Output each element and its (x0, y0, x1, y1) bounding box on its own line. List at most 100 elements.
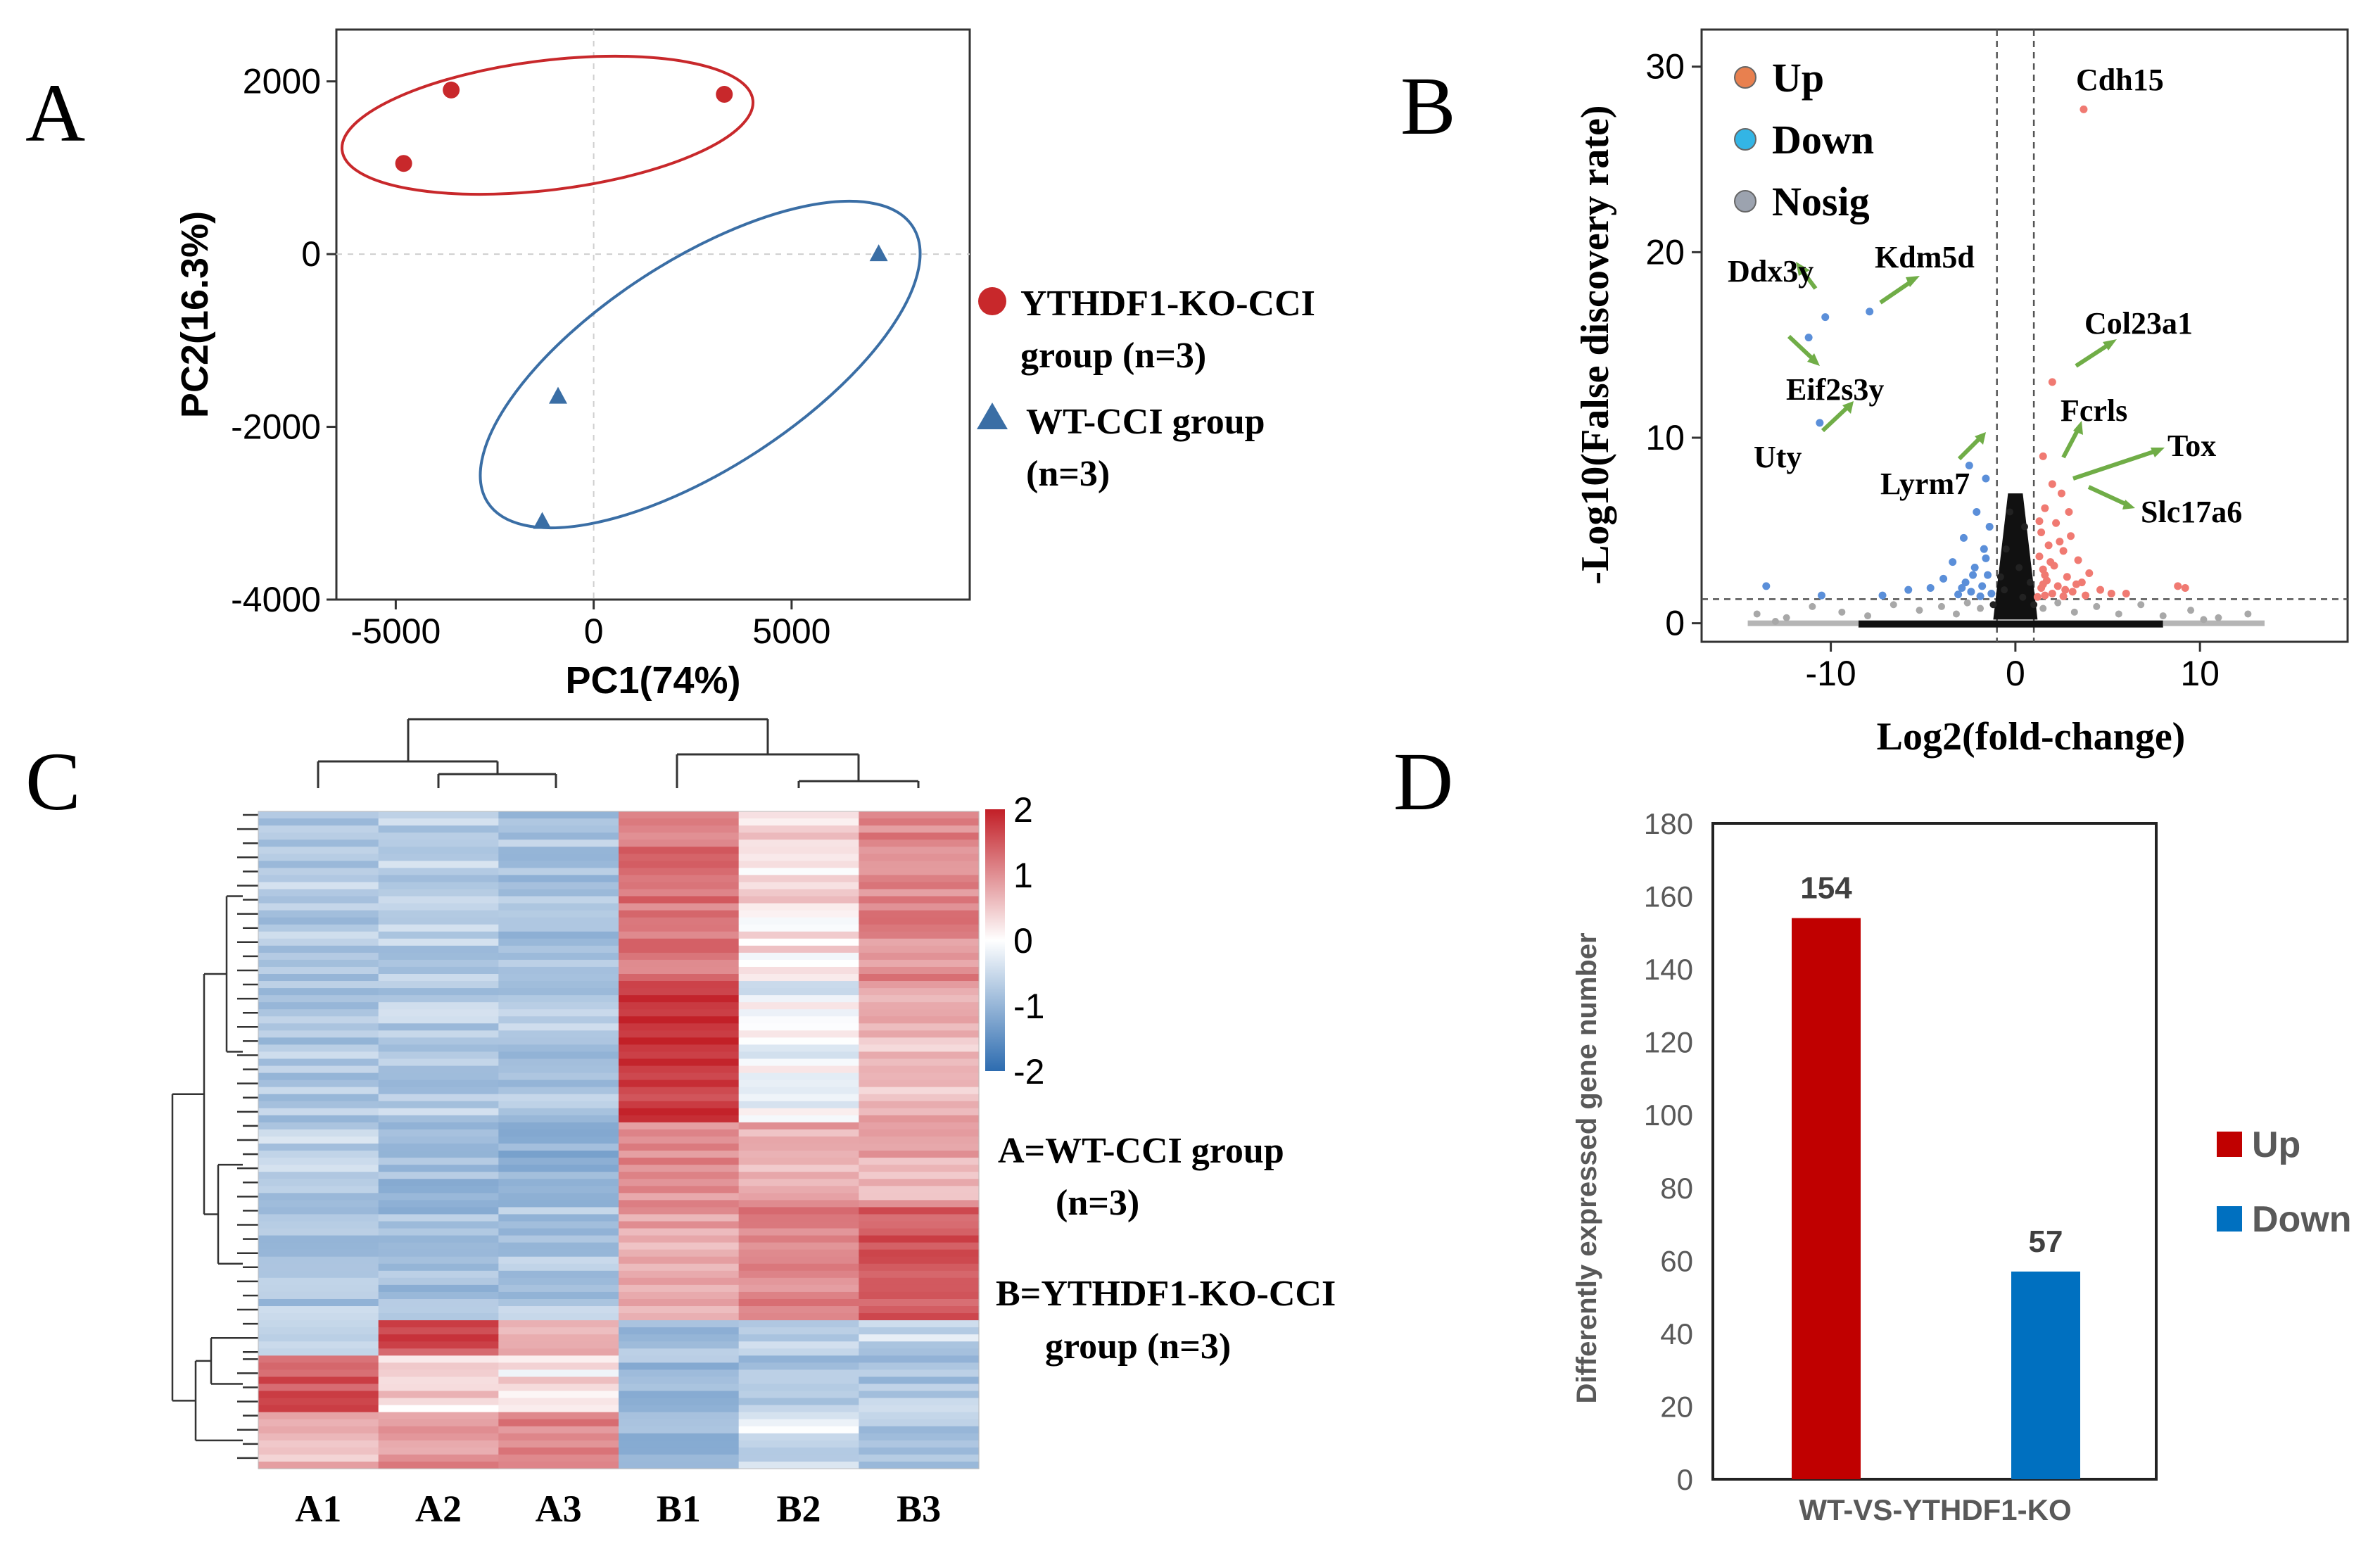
heatmap-cell (738, 1454, 859, 1462)
heatmap-cell (738, 1369, 859, 1378)
heatmap-cell (378, 917, 499, 925)
heatmap-cell (619, 1426, 740, 1434)
pca-y-axis-label: PC2(16.3%) (174, 211, 216, 418)
heatmap-cell (378, 1362, 499, 1370)
heatmap-cell (378, 854, 499, 861)
heatmap-cell (258, 1284, 379, 1293)
heatmap-cell (619, 1242, 740, 1251)
heatmap-cell (378, 1207, 499, 1215)
volcano-point-down (1904, 585, 1913, 594)
heatmap-cell (738, 882, 859, 890)
volcano-point-nosig (2093, 602, 2101, 610)
heatmap-cell (498, 833, 619, 840)
heatmap-cell (738, 1087, 859, 1095)
heatmap-cell (498, 1256, 619, 1265)
heatmap-cell (258, 1412, 379, 1420)
volcano-point-down (1926, 584, 1935, 593)
heatmap-cell (498, 1214, 619, 1222)
heatmap-cell (498, 1144, 619, 1151)
volcano-point-down (1982, 474, 1990, 483)
arrow-head-ddx3y (1796, 262, 1810, 276)
heatmap-cell (859, 889, 980, 897)
heatmap-cell (859, 1313, 980, 1321)
heatmap-cell (619, 1313, 740, 1321)
heatmap-cell (378, 1235, 499, 1243)
heatmap-cell (258, 1165, 379, 1172)
volcano-point-down (1954, 590, 1963, 599)
heatmap-cell (619, 959, 740, 968)
heatmap-cell (498, 1165, 619, 1172)
volcano-point-nosig (1989, 601, 1997, 609)
heatmap-cell (619, 1080, 740, 1088)
heatmap-cell (619, 995, 740, 1003)
heatmap-cell (738, 1306, 859, 1314)
heatmap-cell (859, 945, 980, 954)
heatmap-cell (378, 1433, 499, 1441)
heatmap-cell (619, 1391, 740, 1399)
heatmap-cell (498, 1016, 619, 1024)
colorbar-tick-label: -2 (1013, 1052, 1044, 1091)
heatmap-cell (738, 1412, 859, 1420)
heatmap-cell (378, 882, 499, 890)
volcano-point-up (2039, 580, 2047, 588)
heatmap-cell (258, 1058, 379, 1067)
heatmap-cell (738, 1037, 859, 1046)
heatmap-cell (859, 882, 980, 890)
heatmap-cell (498, 882, 619, 890)
volcano-y-tick-label: 0 (1665, 604, 1685, 643)
heatmap-cell (738, 1158, 859, 1165)
heatmap-cell (498, 1298, 619, 1307)
heatmap-cell (619, 1263, 740, 1272)
column-dendrogram (317, 718, 920, 788)
heatmap-cell (258, 1369, 379, 1378)
heatmap-cell (738, 1235, 859, 1243)
heatmap-cell (859, 1200, 980, 1208)
heatmap-cell (378, 1115, 499, 1123)
heatmap-cell (498, 875, 619, 883)
heatmap-cell (859, 1115, 980, 1123)
heatmap-cell (859, 1284, 980, 1293)
bar-y-tick-label: 180 (1644, 807, 1693, 840)
heatmap-cell (258, 1256, 379, 1265)
heatmap-cell (378, 1151, 499, 1158)
pca-point-ko (443, 81, 460, 99)
heatmap-cell (258, 1002, 379, 1010)
heatmap-cell (378, 973, 499, 982)
heatmap-cell (859, 1440, 980, 1448)
heatmap-cell (859, 1221, 980, 1229)
heatmap-cell (859, 1327, 980, 1335)
heatmap-cell (738, 903, 859, 911)
heatmap-cell (738, 931, 859, 939)
volcano-point-down (1976, 592, 1985, 600)
heatmap-cell (498, 1207, 619, 1215)
heatmap-cell (258, 945, 379, 954)
heatmap-column-label: B2 (776, 1488, 821, 1530)
heatmap-cell (859, 1044, 980, 1053)
heatmap-cell (619, 1277, 740, 1286)
heatmap-cell (859, 811, 980, 819)
volcano-point-up (2065, 507, 2073, 516)
heatmap-cell (859, 1405, 980, 1413)
heatmap-cell (378, 1355, 499, 1363)
heatmap-cell (378, 1193, 499, 1201)
heatmap-cell (738, 1447, 859, 1455)
heatmap-cell (258, 1454, 379, 1462)
heatmap-cell (859, 896, 980, 904)
heatmap-cell (378, 1002, 499, 1010)
heatmap-cell (258, 1214, 379, 1222)
pca-point-wt (549, 386, 567, 404)
heatmap-cell (738, 1080, 859, 1088)
heatmap-cell (619, 1200, 740, 1208)
heatmap-cell (738, 1179, 859, 1186)
heatmap-cell (258, 1291, 379, 1300)
heatmap-cell (498, 903, 619, 911)
heatmap-cell (498, 1412, 619, 1420)
heatmap-cell (498, 1263, 619, 1272)
heatmap-cell (258, 1242, 379, 1251)
heatmap-cell (859, 1384, 980, 1392)
heatmap-cell (619, 868, 740, 875)
volcano-point-up (2048, 589, 2056, 597)
heatmap-cell (738, 1186, 859, 1194)
heatmap-cell (859, 1369, 980, 1378)
heatmap-cell (378, 1298, 499, 1307)
